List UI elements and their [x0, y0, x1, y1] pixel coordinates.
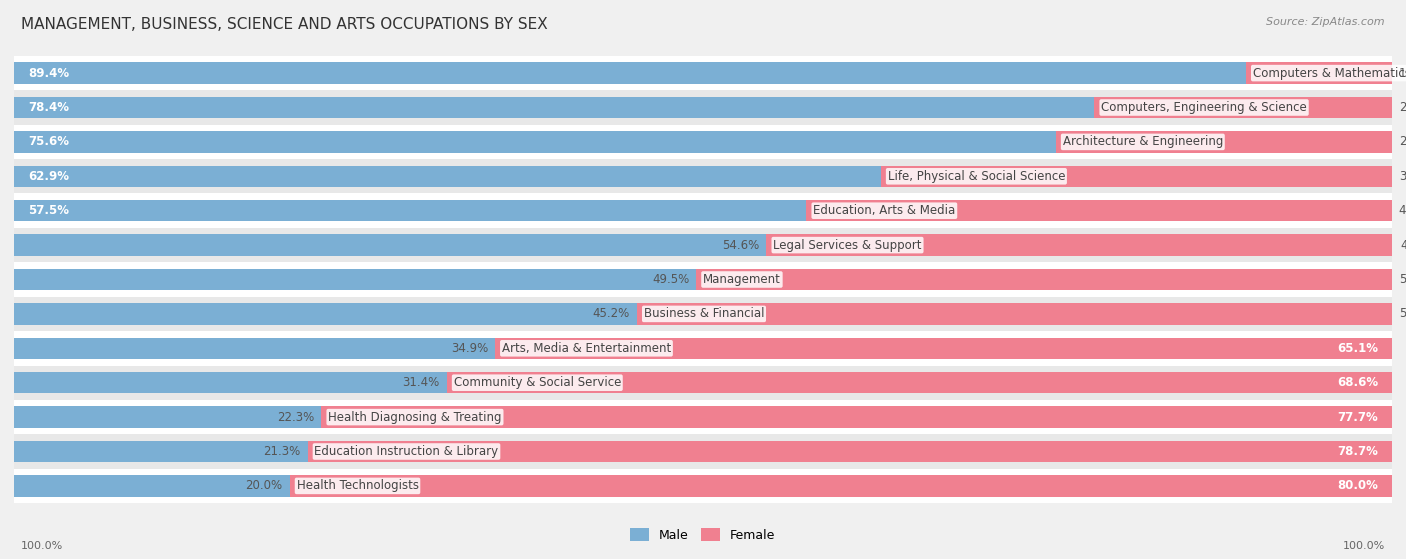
Bar: [14, 125, 1392, 159]
Text: 54.6%: 54.6%: [723, 239, 759, 252]
Bar: [14, 262, 1392, 297]
Bar: [14, 56, 1392, 91]
Bar: [447, 372, 1392, 394]
Bar: [637, 303, 1392, 325]
Bar: [880, 165, 1392, 187]
Text: 49.5%: 49.5%: [652, 273, 689, 286]
Bar: [14, 97, 1094, 118]
Bar: [14, 297, 1392, 331]
Bar: [14, 63, 1246, 84]
Bar: [14, 159, 1392, 193]
Bar: [308, 441, 1392, 462]
Text: Community & Social Service: Community & Social Service: [454, 376, 621, 389]
Text: 21.3%: 21.3%: [263, 445, 301, 458]
Text: 89.4%: 89.4%: [28, 67, 69, 79]
Text: 10.6%: 10.6%: [1399, 67, 1406, 79]
Text: 31.4%: 31.4%: [402, 376, 440, 389]
Text: 54.8%: 54.8%: [1399, 307, 1406, 320]
Bar: [1094, 97, 1392, 118]
Text: 24.4%: 24.4%: [1399, 135, 1406, 148]
Bar: [495, 338, 1392, 359]
Text: 22.3%: 22.3%: [277, 411, 315, 424]
Text: Education Instruction & Library: Education Instruction & Library: [315, 445, 499, 458]
Text: 45.2%: 45.2%: [593, 307, 630, 320]
Text: 20.0%: 20.0%: [246, 480, 283, 492]
Text: Computers, Engineering & Science: Computers, Engineering & Science: [1101, 101, 1308, 114]
Bar: [1056, 131, 1392, 153]
Text: 50.5%: 50.5%: [1399, 273, 1406, 286]
Bar: [766, 234, 1393, 256]
Text: Education, Arts & Media: Education, Arts & Media: [813, 204, 956, 217]
Text: 78.7%: 78.7%: [1337, 445, 1378, 458]
Legend: Male, Female: Male, Female: [630, 528, 776, 542]
Text: Legal Services & Support: Legal Services & Support: [773, 239, 922, 252]
Text: 21.6%: 21.6%: [1399, 101, 1406, 114]
Bar: [14, 331, 1392, 366]
Bar: [14, 303, 637, 325]
Text: 80.0%: 80.0%: [1337, 480, 1378, 492]
Bar: [290, 475, 1392, 496]
Bar: [14, 91, 1392, 125]
Bar: [14, 193, 1392, 228]
Bar: [14, 441, 308, 462]
Text: Arts, Media & Entertainment: Arts, Media & Entertainment: [502, 342, 671, 355]
Text: 42.5%: 42.5%: [1399, 204, 1406, 217]
Bar: [1246, 63, 1392, 84]
Bar: [14, 475, 290, 496]
Text: 62.9%: 62.9%: [28, 170, 69, 183]
Bar: [807, 200, 1392, 221]
Text: 100.0%: 100.0%: [1343, 541, 1385, 551]
Text: 78.4%: 78.4%: [28, 101, 69, 114]
Bar: [14, 468, 1392, 503]
Text: 34.9%: 34.9%: [451, 342, 488, 355]
Text: Health Technologists: Health Technologists: [297, 480, 419, 492]
Text: 45.5%: 45.5%: [1400, 239, 1406, 252]
Text: 65.1%: 65.1%: [1337, 342, 1378, 355]
Text: Business & Financial: Business & Financial: [644, 307, 765, 320]
Text: Source: ZipAtlas.com: Source: ZipAtlas.com: [1267, 17, 1385, 27]
Text: MANAGEMENT, BUSINESS, SCIENCE AND ARTS OCCUPATIONS BY SEX: MANAGEMENT, BUSINESS, SCIENCE AND ARTS O…: [21, 17, 548, 32]
Bar: [14, 165, 880, 187]
Text: 100.0%: 100.0%: [21, 541, 63, 551]
Text: Computers & Mathematics: Computers & Mathematics: [1253, 67, 1406, 79]
Bar: [14, 338, 495, 359]
Text: 57.5%: 57.5%: [28, 204, 69, 217]
Text: 75.6%: 75.6%: [28, 135, 69, 148]
Bar: [14, 234, 766, 256]
Text: Health Diagnosing & Treating: Health Diagnosing & Treating: [328, 411, 502, 424]
Text: 68.6%: 68.6%: [1337, 376, 1378, 389]
Bar: [14, 366, 1392, 400]
Text: Architecture & Engineering: Architecture & Engineering: [1063, 135, 1223, 148]
Bar: [14, 372, 447, 394]
Bar: [322, 406, 1392, 428]
Bar: [14, 434, 1392, 468]
Bar: [14, 269, 696, 290]
Bar: [14, 131, 1056, 153]
Text: 77.7%: 77.7%: [1337, 411, 1378, 424]
Text: Management: Management: [703, 273, 780, 286]
Text: 37.1%: 37.1%: [1399, 170, 1406, 183]
Text: Life, Physical & Social Science: Life, Physical & Social Science: [887, 170, 1066, 183]
Bar: [14, 200, 807, 221]
Bar: [14, 406, 322, 428]
Bar: [14, 400, 1392, 434]
Bar: [696, 269, 1392, 290]
Bar: [14, 228, 1392, 262]
